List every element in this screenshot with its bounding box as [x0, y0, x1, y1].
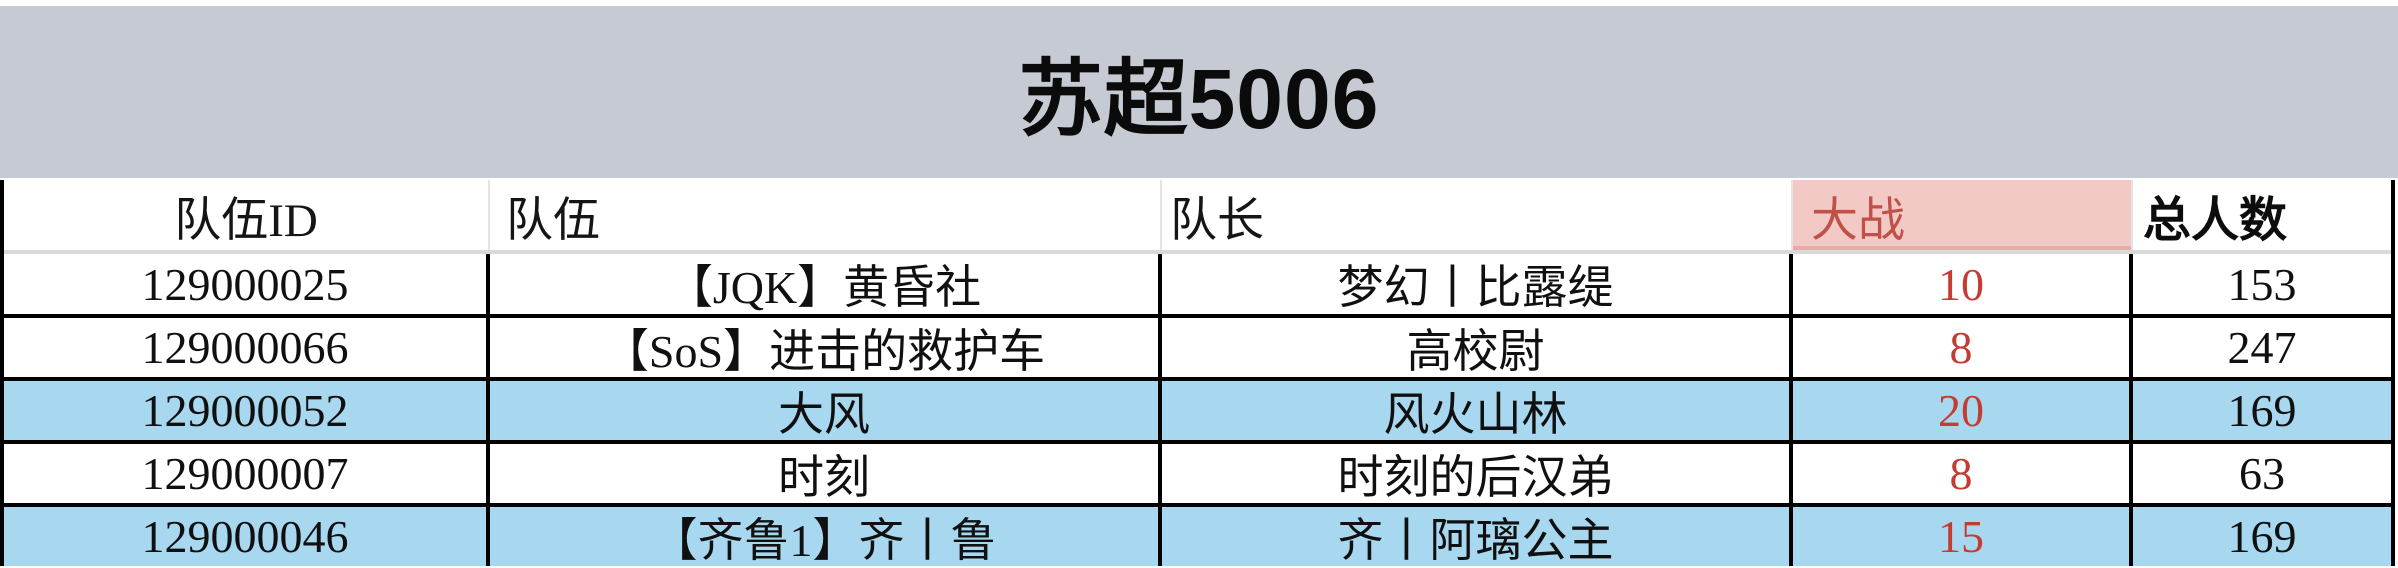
cell-team-id: 129000007: [4, 444, 490, 503]
cell-team-name: 【JQK】黄昏社: [490, 254, 1162, 314]
cell-team-name: 时刻: [490, 444, 1162, 503]
page-title: 苏超5006: [1018, 51, 1380, 146]
cell-team-id: 129000046: [4, 507, 490, 566]
cell-captain-name: 高校尉: [1162, 318, 1793, 377]
cell-team-name: 大风: [490, 381, 1162, 440]
cell-captain-name: 齐丨阿璃公主: [1162, 507, 1793, 566]
teams-table: 队伍ID 队伍 队长 大战 总人数 129000025 【JQK】黄昏社 梦幻丨…: [0, 180, 2395, 566]
cell-captain-name: 梦幻丨比露缇: [1162, 254, 1793, 314]
cell-total-members: 169: [2227, 385, 2297, 436]
column-header-team: 队伍: [490, 180, 1162, 250]
table-row: 129000025 【JQK】黄昏社 梦幻丨比露缇 10 153: [4, 252, 2391, 314]
cell-captain-name: 时刻的后汉弟: [1162, 444, 1793, 503]
cell-war-count: 8: [1793, 444, 2133, 503]
column-header-team-id: 队伍ID: [4, 180, 490, 250]
cell-total-members: 169: [2227, 511, 2297, 562]
cell-war-count: 15: [1793, 507, 2133, 566]
title-band: 苏超5006: [0, 6, 2398, 178]
cell-total-members: 63: [2239, 448, 2285, 499]
cell-captain-name: 风火山林: [1162, 381, 1793, 440]
cell-war-count: 8: [1793, 318, 2133, 377]
table-row-highlighted: 129000046 【齐鲁1】齐丨鲁 齐丨阿璃公主 15 169: [4, 503, 2391, 566]
table-row-highlighted: 129000052 大风 风火山林 20 169: [4, 377, 2391, 440]
cell-total-members: 247: [2227, 322, 2297, 373]
cell-war-count: 10: [1793, 254, 2133, 314]
cell-team-id: 129000052: [4, 381, 490, 440]
cell-team-id: 129000066: [4, 318, 490, 377]
column-header-captain: 队长: [1162, 180, 1793, 250]
column-header-total: 总人数: [2143, 194, 2288, 247]
table-row: 129000007 时刻 时刻的后汉弟 8 63: [4, 440, 2391, 503]
cell-team-name: 【齐鲁1】齐丨鲁: [490, 507, 1162, 566]
cell-team-name: 【SoS】进击的救护车: [490, 318, 1162, 377]
column-header-war: 大战: [1793, 180, 2133, 250]
table-header-row: 队伍ID 队伍 队长 大战 总人数: [4, 180, 2391, 252]
cell-team-id: 129000025: [4, 254, 490, 314]
cell-total-members: 153: [2227, 258, 2297, 310]
cell-war-count: 20: [1793, 381, 2133, 440]
table-row: 129000066 【SoS】进击的救护车 高校尉 8 247: [4, 314, 2391, 377]
